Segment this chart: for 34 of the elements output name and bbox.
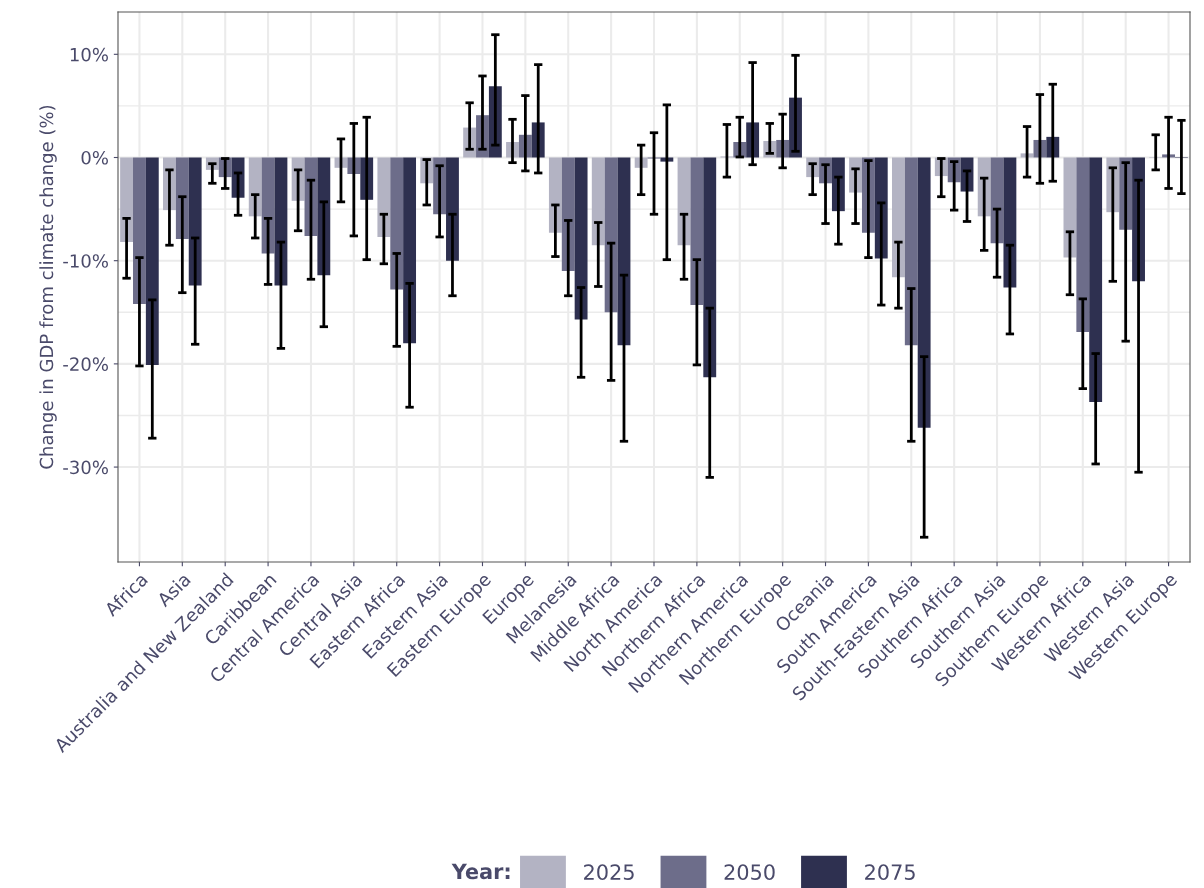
- bar: [690, 157, 704, 306]
- bar: [990, 157, 1004, 244]
- bar: [188, 157, 202, 286]
- bar: [904, 157, 918, 346]
- bar: [617, 157, 631, 346]
- bar: [591, 157, 605, 246]
- bar: [390, 157, 404, 290]
- y-tick-label: 10%: [70, 47, 108, 62]
- legend-label: 2025: [584, 864, 634, 880]
- bar: [133, 157, 146, 305]
- bar: [1076, 157, 1090, 332]
- bar: [703, 157, 717, 378]
- bar: [548, 157, 562, 233]
- y-tick-label: -10%: [63, 254, 108, 268]
- bar: [574, 157, 588, 320]
- legend-label: 2075: [865, 864, 915, 880]
- bar: [120, 157, 134, 243]
- bar: [261, 157, 275, 254]
- y-axis-title: Change in GDP from climate change (%): [39, 105, 57, 469]
- y-tick-label: -30%: [63, 460, 108, 475]
- bar: [145, 157, 159, 365]
- bar: [274, 157, 288, 286]
- bar: [891, 157, 905, 278]
- bar: [917, 157, 931, 428]
- legend-label: 2050: [724, 864, 775, 880]
- bar: [677, 157, 691, 246]
- legend-title: Year:: [451, 863, 510, 880]
- bar: [1063, 157, 1077, 258]
- bar: [1003, 157, 1017, 288]
- bar: [403, 157, 417, 344]
- y-tick-label: 0%: [81, 150, 108, 165]
- y-tick-label: -20%: [63, 357, 108, 371]
- bar: [377, 157, 391, 237]
- bar: [1089, 157, 1103, 403]
